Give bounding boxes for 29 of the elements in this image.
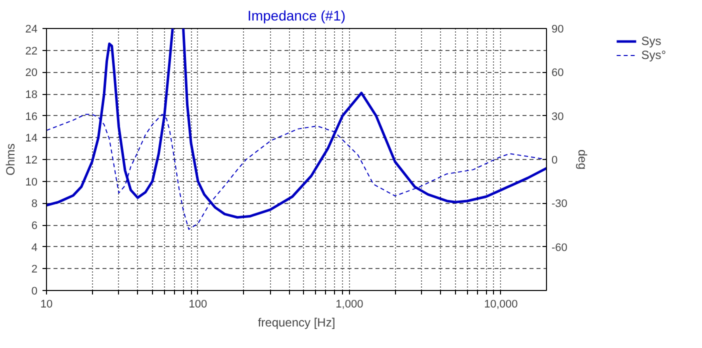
y-tick-label: 0 (31, 286, 38, 298)
legend-label: Sys° (641, 48, 666, 62)
y2-tick-label: 0 (552, 154, 558, 166)
y2-tick-label: 30 (552, 110, 564, 123)
chart-title: Impedance (#1) (247, 8, 346, 24)
x-tick-label: 10,000 (484, 298, 518, 310)
legend-label: Sys (641, 34, 662, 48)
y-tick-label: 10 (25, 176, 38, 188)
x-tick-label: 100 (188, 298, 208, 310)
y2-axis-title: deg (575, 149, 590, 170)
y2-tick-label: 60 (552, 67, 564, 80)
x-tick-label: 1,000 (336, 298, 364, 310)
y-tick-label: 12 (25, 154, 38, 166)
y-tick-label: 18 (25, 89, 38, 101)
y2-tick-label: 90 (552, 24, 564, 36)
y-tick-label: 2 (31, 264, 38, 276)
y-tick-label: 4 (31, 242, 38, 254)
y-tick-label: 24 (25, 24, 38, 36)
y2-tick-label: -30 (552, 198, 568, 210)
y-axis-title: Ohms (3, 143, 18, 176)
y-tick-label: 20 (25, 67, 38, 80)
y-tick-label: 16 (25, 110, 38, 123)
y2-tick-label: -60 (552, 242, 568, 254)
x-axis-title: frequency [Hz] (258, 316, 336, 330)
y-tick-label: 14 (25, 132, 38, 145)
y-tick-label: 6 (31, 220, 38, 232)
x-tick-label: 10 (40, 298, 53, 310)
y-tick-label: 22 (25, 45, 38, 58)
y-tick-label: 8 (31, 198, 38, 210)
